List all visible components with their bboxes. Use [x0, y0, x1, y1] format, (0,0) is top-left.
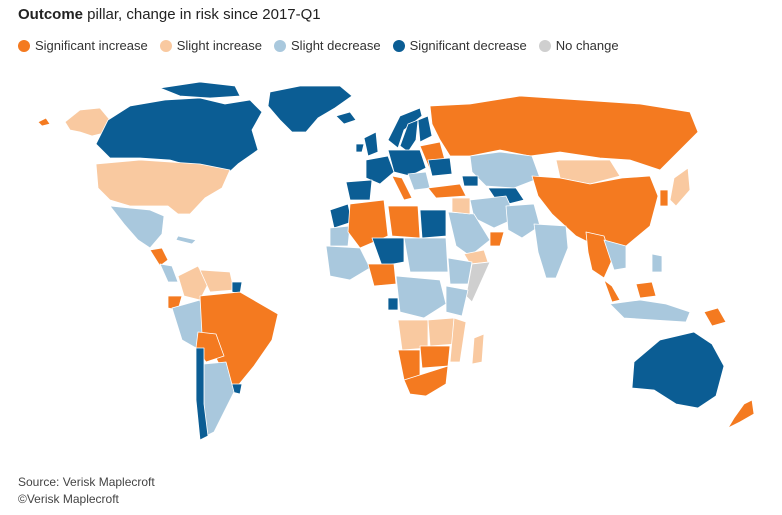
legend-item-significant-increase: Significant increase — [18, 38, 148, 53]
region-sahel-west — [325, 245, 371, 281]
world-map — [37, 81, 755, 441]
region-chile — [195, 347, 209, 441]
region-norway — [387, 107, 423, 149]
region-central-america — [149, 247, 169, 267]
region-aleutian — [37, 117, 51, 127]
region-korea — [659, 189, 669, 207]
region-new-zealand — [727, 399, 755, 429]
legend-item-significant-decrease: Significant decrease — [392, 38, 527, 53]
region-gabon — [387, 297, 399, 311]
region-mongolia — [555, 159, 621, 185]
region-italy — [391, 175, 413, 201]
region-nigeria — [367, 263, 397, 287]
region-png — [703, 307, 727, 327]
region-borneo — [635, 281, 657, 299]
region-spain — [345, 179, 373, 201]
title-rest: pillar, change in risk since 2017-Q1 — [83, 6, 321, 23]
title-bold: Outcome — [18, 6, 84, 23]
region-mozambique — [449, 317, 467, 363]
region-iceland — [335, 111, 357, 125]
region-namibia — [397, 349, 421, 381]
region-kazakhstan — [469, 151, 541, 189]
region-turkey — [427, 183, 467, 199]
region-sudan — [403, 237, 449, 273]
legend-swatch — [274, 39, 287, 52]
legend-label: Significant decrease — [409, 38, 527, 53]
region-japan — [669, 167, 691, 207]
region-egypt — [419, 209, 447, 239]
region-australia — [631, 331, 725, 409]
region-india — [533, 223, 569, 279]
legend-swatch — [18, 39, 30, 52]
region-afghanistan-pakistan — [505, 203, 541, 239]
region-uk — [363, 131, 379, 157]
region-madagascar — [471, 333, 485, 365]
region-indochina — [603, 239, 627, 271]
region-niger-chad — [371, 237, 405, 267]
region-central-europe — [387, 149, 427, 177]
region-caucasus — [461, 175, 479, 187]
region-malaysia — [603, 279, 621, 303]
region-canada — [95, 97, 263, 177]
footer: Source: Verisk Maplecroft ©Verisk Maplec… — [18, 474, 155, 508]
region-cuba — [175, 235, 197, 245]
region-philippines — [651, 253, 663, 273]
region-oman — [489, 231, 505, 247]
region-central-africa — [395, 275, 447, 319]
region-russia — [429, 95, 699, 171]
region-china — [531, 175, 659, 249]
chart-title: Outcome pillar, change in risk since 201… — [18, 6, 321, 23]
region-france — [365, 155, 395, 185]
legend: Significant increase Slight increase Sli… — [18, 38, 619, 53]
region-finland — [417, 115, 433, 143]
region-ireland — [355, 143, 365, 153]
region-balkans — [407, 171, 431, 191]
region-somalia — [465, 261, 491, 303]
legend-item-slight-increase: Slight increase — [159, 38, 263, 53]
legend-item-no-change: No change — [538, 38, 619, 53]
region-central-america-2 — [159, 263, 179, 283]
legend-swatch — [392, 39, 405, 52]
region-indonesia — [609, 299, 691, 323]
region-colombia — [177, 265, 209, 301]
region-south-africa — [403, 365, 449, 397]
legend-swatch — [159, 39, 172, 52]
region-east-africa — [445, 285, 469, 317]
legend-label: No change — [555, 38, 619, 53]
copyright-text: ©Verisk Maplecroft — [18, 492, 119, 506]
legend-label: Slight decrease — [291, 38, 381, 53]
region-greenland — [267, 85, 353, 133]
region-botswana-zimbabwe — [419, 345, 451, 369]
region-mexico — [109, 205, 165, 249]
region-libya — [387, 205, 421, 239]
region-iraq-syria — [451, 197, 471, 215]
region-angola — [397, 319, 429, 351]
region-western-sahara — [329, 225, 351, 247]
region-canada-arctic — [159, 81, 241, 99]
legend-item-slight-decrease: Slight decrease — [274, 38, 381, 53]
region-ethiopia — [447, 257, 473, 285]
region-usa — [95, 159, 231, 215]
region-ukraine — [427, 157, 453, 177]
legend-label: Significant increase — [35, 38, 148, 53]
source-text: Source: Verisk Maplecroft — [18, 475, 155, 489]
legend-swatch — [538, 39, 551, 52]
legend-label: Slight increase — [176, 38, 263, 53]
